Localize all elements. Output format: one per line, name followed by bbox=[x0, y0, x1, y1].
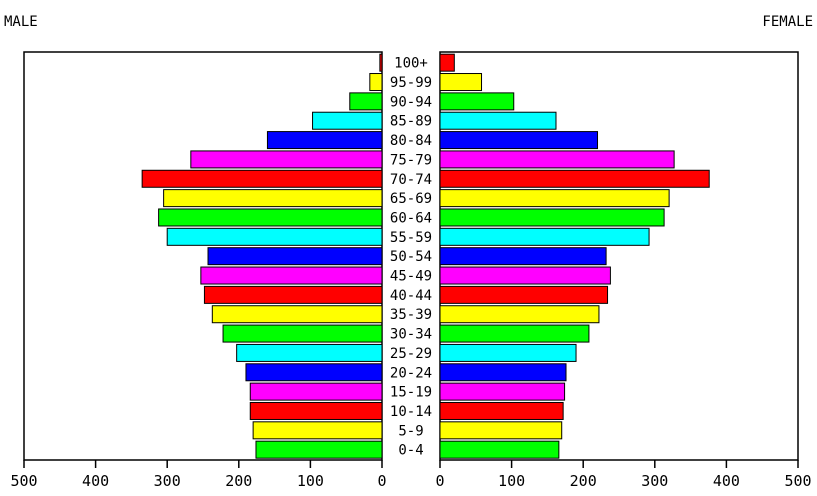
male-bar-0-4 bbox=[255, 440, 383, 459]
age-label-55-59: 55-59 bbox=[390, 230, 432, 246]
male-bar-40-44 bbox=[203, 285, 383, 304]
female-bar-60-64 bbox=[439, 208, 665, 227]
axis-ticks-group: 500 400 300 200 100 0 0 100 200 300 400 500 bbox=[10, 460, 812, 490]
female-bar-20-24 bbox=[439, 363, 567, 382]
age-label-50-54: 50-54 bbox=[390, 249, 432, 265]
male-bar-95-99 bbox=[369, 73, 383, 92]
age-label-95-99: 95-99 bbox=[390, 75, 432, 91]
female-bar-70-74 bbox=[439, 169, 710, 188]
male-bar-70-74 bbox=[141, 169, 383, 188]
age-label-25-29: 25-29 bbox=[390, 346, 432, 362]
male-bar-45-49 bbox=[200, 266, 383, 285]
male-tick-label-500: 500 bbox=[10, 472, 37, 490]
age-label-10-14: 10-14 bbox=[390, 404, 432, 420]
male-bar-50-54 bbox=[207, 247, 383, 266]
age-label-70-74: 70-74 bbox=[390, 172, 432, 188]
male-bar-90-94 bbox=[349, 92, 383, 111]
female-bar-65-69 bbox=[439, 189, 670, 208]
age-label-45-49: 45-49 bbox=[390, 269, 432, 285]
male-bar-65-69 bbox=[163, 189, 383, 208]
female-tick-label-100: 100 bbox=[498, 472, 525, 490]
age-label-0-4: 0-4 bbox=[398, 443, 423, 459]
female-tick-label-0: 0 bbox=[435, 472, 444, 490]
female-bar-35-39 bbox=[439, 305, 600, 324]
female-bar-100+ bbox=[439, 53, 455, 72]
age-label-80-84: 80-84 bbox=[390, 133, 432, 149]
age-label-5-9: 5-9 bbox=[398, 423, 423, 439]
female-tick-label-300: 300 bbox=[641, 472, 668, 490]
female-bar-90-94 bbox=[439, 92, 515, 111]
female-bar-5-9 bbox=[439, 421, 563, 440]
age-label-90-94: 90-94 bbox=[390, 94, 432, 110]
female-tick-label-200: 200 bbox=[570, 472, 597, 490]
male-tick-label-200: 200 bbox=[225, 472, 252, 490]
age-label-60-64: 60-64 bbox=[390, 210, 432, 226]
age-label-35-39: 35-39 bbox=[390, 307, 432, 323]
male-bar-25-29 bbox=[236, 343, 383, 362]
age-label-65-69: 65-69 bbox=[390, 191, 432, 207]
female-bar-85-89 bbox=[439, 111, 557, 130]
male-bar-35-39 bbox=[211, 305, 383, 324]
female-bar-80-84 bbox=[439, 131, 599, 150]
male-bar-100+ bbox=[379, 53, 383, 72]
male-bar-60-64 bbox=[158, 208, 383, 227]
female-bar-95-99 bbox=[439, 73, 483, 92]
female-bar-30-34 bbox=[439, 324, 590, 343]
bars-group bbox=[141, 53, 710, 459]
male-bar-30-34 bbox=[222, 324, 383, 343]
female-bar-50-54 bbox=[439, 247, 607, 266]
age-label-75-79: 75-79 bbox=[390, 152, 432, 168]
male-bar-15-19 bbox=[249, 382, 383, 401]
male-bar-85-89 bbox=[312, 111, 383, 130]
age-label-30-34: 30-34 bbox=[390, 327, 432, 343]
female-bar-10-14 bbox=[439, 401, 564, 420]
age-labels-group: 100+ 95-99 90-94 85-89 80-84 75-79 70-74 65-69 6… bbox=[390, 56, 432, 459]
age-label-15-19: 15-19 bbox=[390, 385, 432, 401]
female-tick-label-400: 400 bbox=[713, 472, 740, 490]
female-bar-0-4 bbox=[439, 440, 560, 459]
male-tick-label-300: 300 bbox=[154, 472, 181, 490]
male-header: MALE bbox=[4, 14, 38, 30]
male-bar-5-9 bbox=[252, 421, 383, 440]
age-label-40-44: 40-44 bbox=[390, 288, 432, 304]
male-tick-label-100: 100 bbox=[297, 472, 324, 490]
female-bar-45-49 bbox=[439, 266, 611, 285]
male-bar-80-84 bbox=[266, 131, 383, 150]
male-bar-75-79 bbox=[190, 150, 383, 169]
male-bar-20-24 bbox=[245, 363, 383, 382]
female-bar-25-29 bbox=[439, 343, 577, 362]
male-bar-10-14 bbox=[249, 401, 383, 420]
female-bar-55-59 bbox=[439, 227, 650, 246]
male-bar-55-59 bbox=[166, 227, 383, 246]
age-label-20-24: 20-24 bbox=[390, 365, 432, 381]
female-bar-15-19 bbox=[439, 382, 566, 401]
age-label-100+: 100+ bbox=[394, 56, 428, 72]
female-bar-75-79 bbox=[439, 150, 675, 169]
female-bar-40-44 bbox=[439, 285, 609, 304]
age-label-85-89: 85-89 bbox=[390, 114, 432, 130]
female-header: FEMALE bbox=[762, 14, 813, 30]
male-tick-label-400: 400 bbox=[82, 472, 109, 490]
male-tick-label-0: 0 bbox=[377, 472, 386, 490]
female-tick-label-500: 500 bbox=[784, 472, 811, 490]
